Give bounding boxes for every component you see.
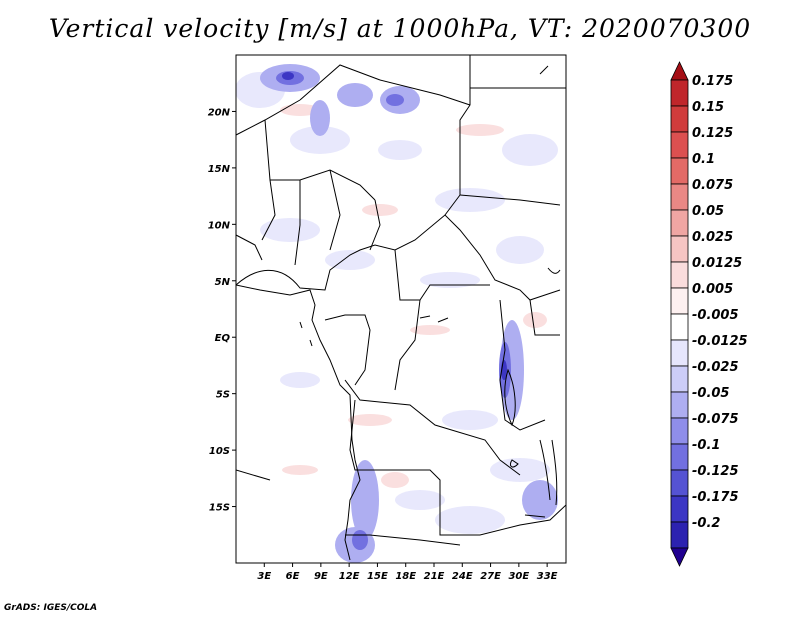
colorbar: 0.175 0.15 0.125 0.1 0.075 0.05 0.025 0.0125 0.0… — [670, 61, 748, 567]
colorbar-label: 0.175 — [692, 74, 733, 89]
lon-tick-label: 33E — [537, 571, 558, 582]
colorbar-swatch — [670, 521, 689, 549]
colorbar-swatch — [670, 183, 689, 211]
lon-tick-label: 3E — [257, 571, 271, 582]
colorbar-swatch — [670, 339, 689, 367]
colorbar-swatch — [670, 105, 689, 133]
lat-tick-label: 10S — [209, 446, 230, 457]
colorbar-swatch — [670, 79, 689, 107]
colorbar-label: 0.075 — [692, 178, 733, 193]
colorbar-swatch — [670, 287, 689, 315]
colorbar-swatch — [670, 417, 689, 445]
colorbar-swatch — [670, 495, 689, 523]
colorbar-swatch — [670, 157, 689, 185]
colorbar-label: 0.005 — [692, 282, 733, 297]
lon-tick-label: 18E — [395, 571, 416, 582]
lat-tick-label: 5N — [215, 277, 231, 288]
colorbar-label: 0.05 — [692, 204, 724, 219]
lat-tick-label: EQ — [215, 333, 231, 344]
map-frame — [235, 54, 567, 564]
lat-tick-label: 15N — [208, 164, 231, 175]
country-borders — [236, 55, 566, 561]
colorbar-swatch — [670, 391, 689, 419]
lon-tick-label: 24E — [452, 571, 473, 582]
colorbar-bottom-arrow — [670, 547, 689, 567]
colorbar-swatch — [670, 131, 689, 159]
colorbar-label: -0.125 — [692, 464, 739, 479]
lon-tick-label: 9E — [314, 571, 328, 582]
colorbar-swatch — [670, 469, 689, 497]
colorbar-swatch — [670, 261, 689, 289]
vertical-velocity-field — [236, 55, 566, 563]
colorbar-label: 0.125 — [692, 126, 733, 141]
colorbar-label: -0.175 — [692, 490, 739, 505]
colorbar-top-arrow — [670, 61, 689, 81]
lat-tick-label: 10N — [208, 220, 231, 231]
colorbar-label: 0.15 — [692, 100, 724, 115]
colorbar-swatch — [670, 209, 689, 237]
colorbar-label: -0.005 — [692, 308, 739, 323]
lon-tick-label: 15E — [367, 571, 388, 582]
colorbar-label: -0.05 — [692, 386, 729, 401]
lon-tick-label: 21E — [424, 571, 445, 582]
colorbar-swatch — [670, 365, 689, 393]
lon-tick-label: 30E — [508, 571, 529, 582]
colorbar-label: 0.025 — [692, 230, 733, 245]
lat-tick-label: 20N — [208, 107, 231, 118]
lon-tick-label: 27E — [480, 571, 501, 582]
colorbar-swatch — [670, 313, 689, 341]
colorbar-label: -0.0125 — [692, 334, 748, 349]
colorbar-label: -0.1 — [692, 438, 720, 453]
latitude-ticks: 20N 15N 10N 5N EQ 5S 10S 15S — [208, 107, 236, 514]
longitude-ticks: 3E 6E 9E 12E 15E 18E 21E 24E 27E 30E 33E — [257, 563, 558, 582]
colorbar-swatch — [670, 235, 689, 263]
map-title: Vertical velocity [m/s] at 1000hPa, VT: … — [48, 14, 752, 43]
colorbar-label: -0.075 — [692, 412, 739, 427]
colorbar-swatch — [670, 443, 689, 471]
lon-tick-label: 12E — [339, 571, 360, 582]
lat-tick-label: 15S — [209, 503, 230, 514]
colorbar-label: 0.1 — [692, 152, 715, 167]
lon-tick-label: 6E — [286, 571, 300, 582]
colorbar-label: -0.025 — [692, 360, 739, 375]
grads-credit: GrADS: IGES/COLA — [4, 603, 98, 613]
colorbar-label: 0.0125 — [692, 256, 742, 271]
colorbar-label: -0.2 — [692, 516, 720, 531]
lat-tick-label: 5S — [216, 390, 230, 401]
